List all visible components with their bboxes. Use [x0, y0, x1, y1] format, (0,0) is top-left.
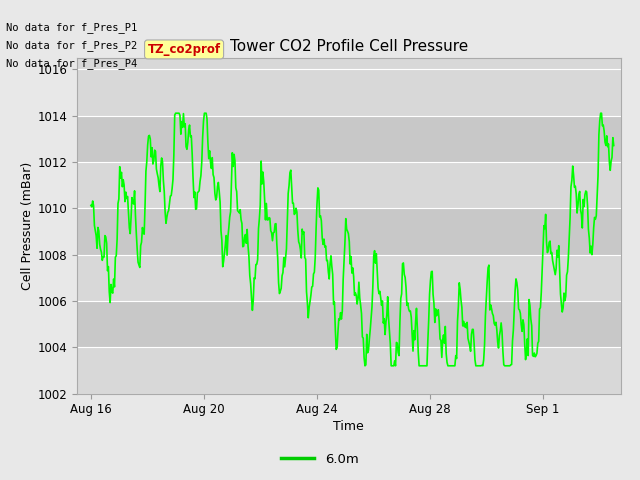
Title: Tower CO2 Profile Cell Pressure: Tower CO2 Profile Cell Pressure [230, 39, 468, 54]
Bar [77, 69, 621, 116]
Bar [77, 208, 621, 254]
Text: No data for f_Pres_P2: No data for f_Pres_P2 [6, 40, 138, 51]
X-axis label: Time: Time [333, 420, 364, 433]
Text: TZ_co2prof: TZ_co2prof [147, 43, 221, 56]
Text: No data for f_Pres_P4: No data for f_Pres_P4 [6, 58, 138, 69]
Bar [77, 162, 621, 208]
Legend: 6.0m: 6.0m [276, 447, 364, 471]
Text: No data for f_Pres_P1: No data for f_Pres_P1 [6, 22, 138, 33]
Bar [77, 301, 621, 347]
Y-axis label: Cell Pressure (mBar): Cell Pressure (mBar) [20, 161, 34, 290]
Bar [77, 116, 621, 162]
Bar [77, 347, 621, 394]
Bar [77, 254, 621, 301]
